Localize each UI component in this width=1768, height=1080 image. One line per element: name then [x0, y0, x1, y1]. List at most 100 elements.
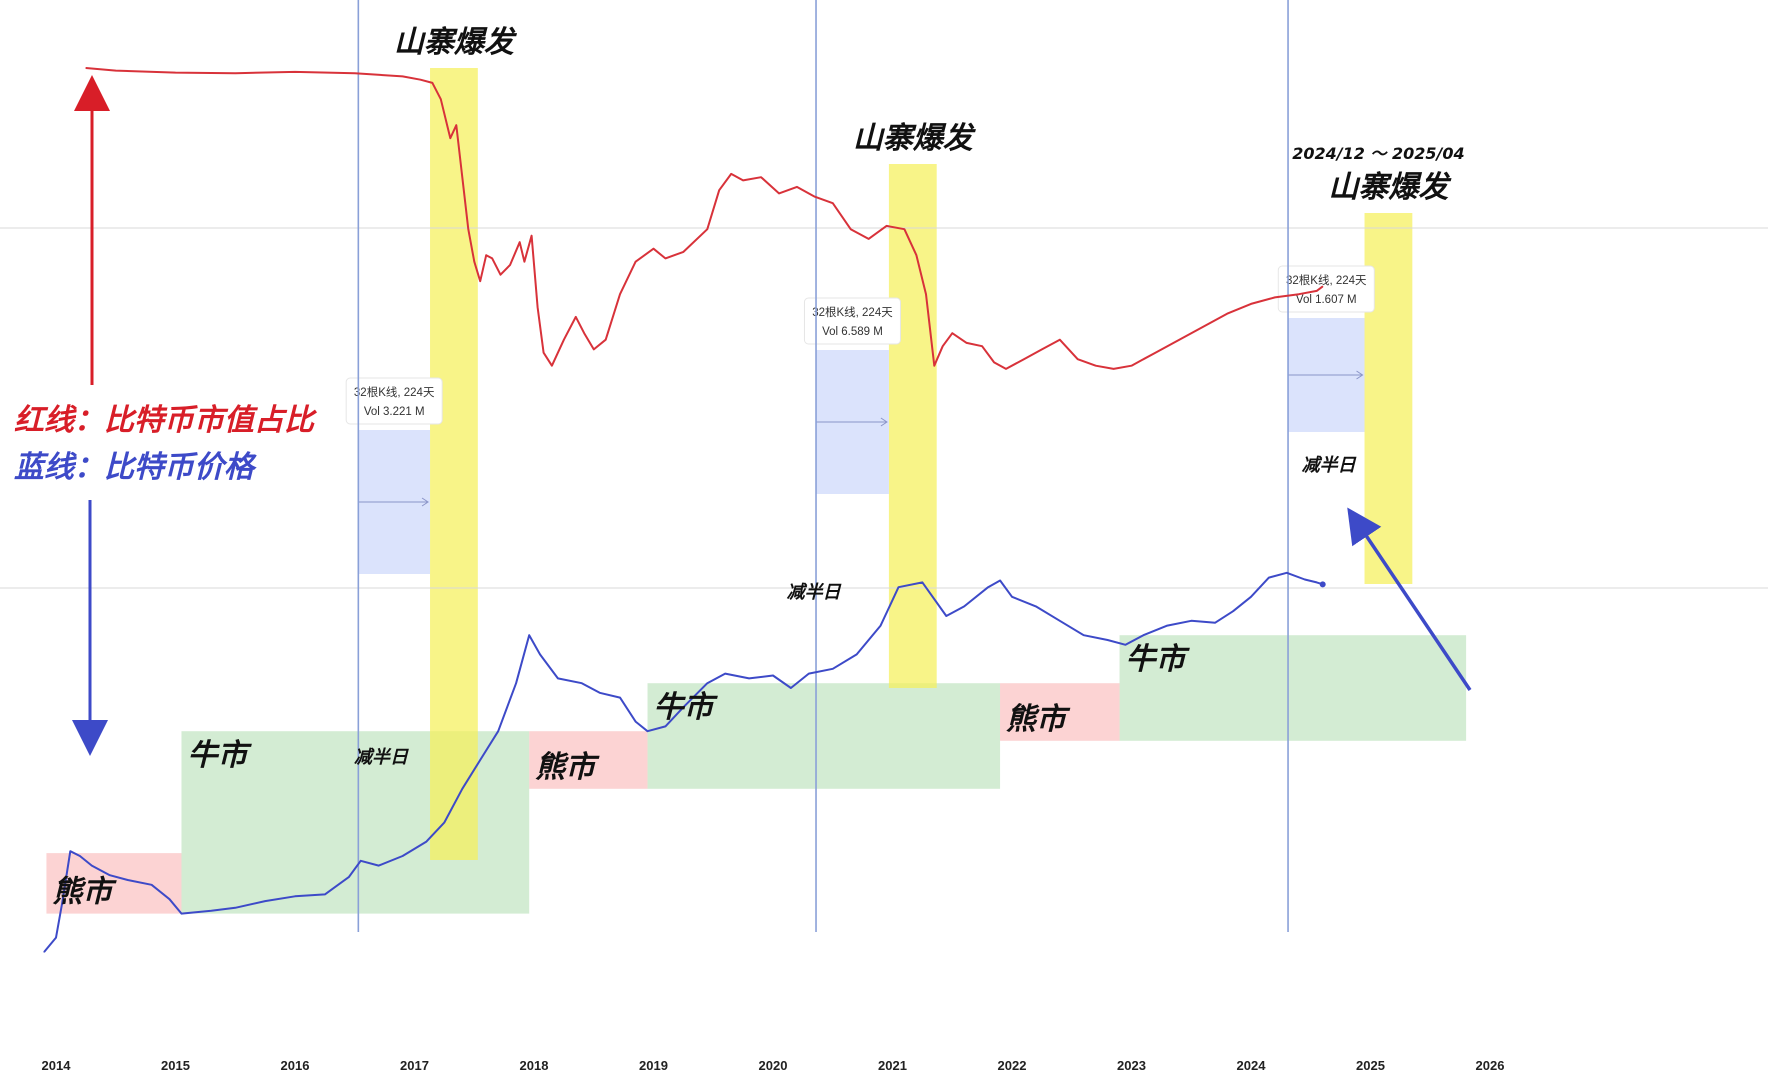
series-point-1-12: [234, 907, 236, 909]
altseason-label-2: 山寨爆发: [1328, 170, 1452, 205]
count-line1-1: 32根K线, 224天: [812, 305, 893, 319]
x-tick-2014: 2014: [42, 1058, 72, 1073]
series-point-0-8: [431, 82, 434, 84]
x-tick-2021: 2021: [878, 1058, 907, 1073]
x-tick-2026: 2026: [1476, 1058, 1505, 1073]
series-point-0-7: [419, 79, 422, 81]
series-point-1-55: [1107, 639, 1109, 641]
count-line1-0: 32根K线, 224天: [354, 385, 435, 399]
series-point-1-10: [180, 913, 183, 915]
series-point-0-17: [491, 257, 493, 260]
count-boxes: 32根K线, 224天 Vol 3.221 M 32根K线, 224天 Vol 6.5…: [345, 265, 1375, 574]
series-point-0-30: [605, 339, 607, 341]
series-point-1-44: [879, 625, 882, 627]
series-point-1-43: [856, 653, 858, 656]
series-point-1-47: [945, 615, 947, 617]
series-point-1-6: [109, 874, 111, 876]
series-point-1-7: [127, 879, 129, 881]
series-point-0-3: [234, 72, 236, 74]
series-point-1-31: [619, 697, 621, 699]
series-point-1-40: [790, 687, 792, 689]
series-point-0-0: [85, 67, 87, 69]
halving-lines: [357, 0, 1289, 932]
series-point-1-41: [808, 673, 810, 675]
x-tick-2016: 2016: [281, 1058, 310, 1073]
count-line2-2: Vol 1.607 M: [1296, 294, 1357, 306]
series-point-0-38: [730, 173, 732, 175]
x-tick-2020: 2020: [759, 1058, 788, 1073]
x-tick-2019: 2019: [639, 1058, 668, 1073]
series-point-0-28: [583, 332, 585, 334]
series-point-0-31: [619, 293, 621, 295]
count-callout-0: [345, 377, 443, 425]
series-point-0-44: [832, 202, 834, 204]
series-point-0-58: [1023, 358, 1025, 360]
series-point-1-42: [832, 668, 834, 670]
series-point-1-3: [69, 850, 71, 852]
series-point-0-39: [742, 179, 744, 182]
series-point-0-14: [473, 261, 475, 263]
series-point-0-55: [981, 345, 983, 347]
series-point-0-63: [1112, 368, 1115, 370]
series-point-0-16: [485, 254, 487, 256]
series-point-0-71: [1298, 293, 1300, 295]
series-point-0-59: [1041, 348, 1043, 351]
series-point-0-34: [664, 257, 667, 260]
halving-label-0: 减半日: [354, 747, 409, 768]
phase-label-bear-0: 熊市: [52, 875, 117, 910]
series-point-1-33: [646, 730, 649, 732]
altseason-band-0: [430, 68, 478, 860]
series-point-0-20: [519, 241, 521, 243]
series-point-0-18: [499, 274, 502, 276]
series-point-1-28: [557, 677, 559, 680]
series-point-0-57: [1005, 368, 1007, 370]
series-point-1-37: [724, 673, 726, 675]
series-point-1-30: [599, 692, 601, 694]
series-point-0-43: [814, 196, 816, 198]
series-point-0-15: [479, 280, 481, 282]
count-callout-1: [803, 297, 901, 345]
x-axis-ticks: 2014 2015 2016 2017 2018 2019 2020 2021 2022 2023…: [42, 1058, 1505, 1073]
series-point-1-62: [1250, 596, 1252, 598]
series-point-0-22: [531, 235, 533, 237]
altseason-label-1: 山寨爆发: [853, 121, 977, 156]
x-tick-2018: 2018: [520, 1058, 549, 1073]
series-point-1-20: [425, 841, 428, 843]
series-point-0-51: [933, 365, 935, 367]
series-point-0-69: [1250, 303, 1252, 305]
series-point-0-32: [634, 261, 637, 263]
series-point-1-25: [515, 682, 517, 684]
series-point-0-12: [461, 176, 463, 178]
current-price-pointer: [1347, 507, 1472, 691]
phase-box-bear-2: [529, 731, 648, 789]
series-point-1-13: [264, 900, 266, 902]
count-arrowhead-1: [880, 417, 888, 427]
series-point-1-15: [324, 893, 326, 896]
series-point-1-1: [55, 937, 57, 939]
halving-label-2: 减半日: [1302, 455, 1357, 476]
series-point-0-62: [1095, 365, 1097, 367]
series-lines: [43, 67, 1326, 953]
phase-box-bear-4: [1000, 683, 1120, 741]
series-point-1-49: [987, 586, 989, 588]
phase-label-bull-5: 牛市: [1126, 642, 1191, 677]
series-point-0-40: [760, 176, 762, 178]
series-point-1-4: [79, 855, 81, 857]
series-point-0-46: [868, 238, 870, 240]
series-point-1-21: [443, 821, 445, 824]
series-point-0-13: [467, 228, 469, 230]
series-point-0-6: [401, 75, 404, 78]
series-point-1-5: [91, 865, 93, 867]
count-arrowhead-0: [421, 497, 429, 507]
series-point-0-60: [1059, 339, 1061, 341]
series-point-1-27: [539, 653, 541, 656]
series-point-1-18: [378, 865, 380, 867]
series-point-1-8: [151, 884, 153, 886]
series-point-1-50: [999, 579, 1001, 582]
series-point-0-66: [1178, 339, 1180, 341]
altseason-label-0: 山寨爆发: [394, 25, 518, 60]
series-point-1-66: [1316, 581, 1318, 584]
count-callout-2: [1277, 265, 1375, 313]
